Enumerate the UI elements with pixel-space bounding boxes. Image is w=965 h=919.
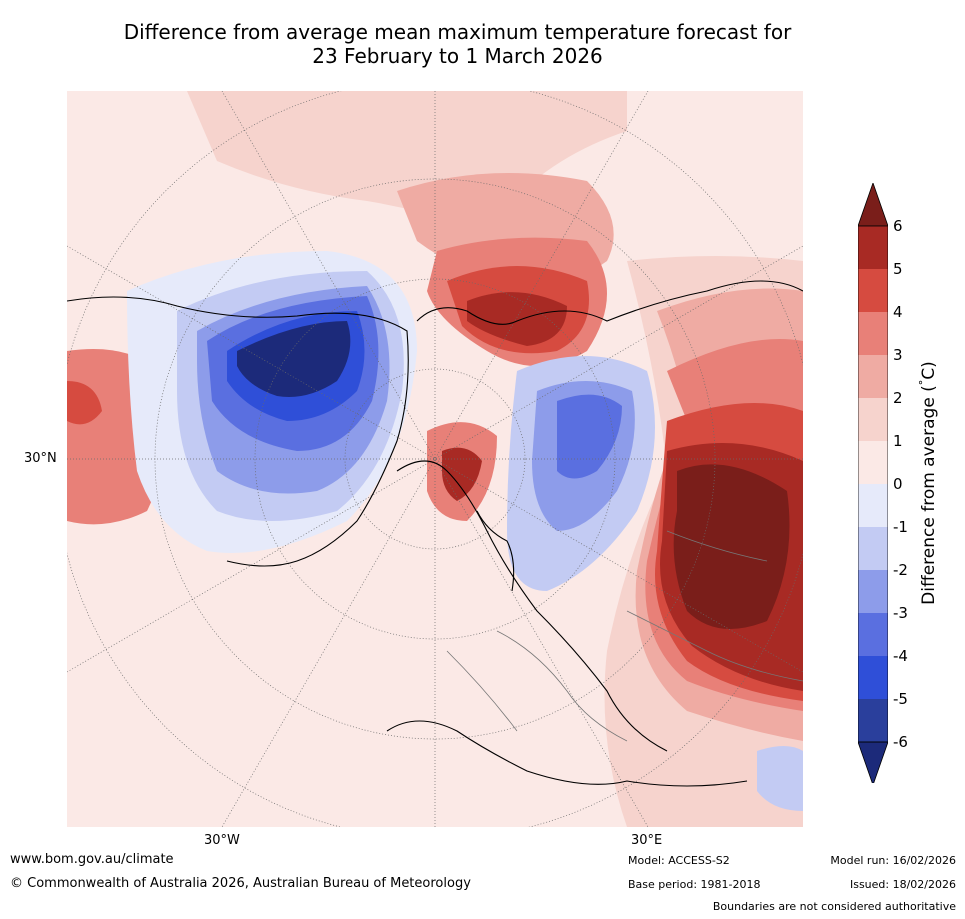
colorbar-segment: [858, 398, 888, 441]
colorbar-segment: [858, 613, 888, 656]
colorbar-tick-label: 6: [893, 217, 903, 235]
footer-disclaimer: Boundaries are not considered authoritat…: [712, 900, 956, 913]
footer-copyright: © Commonwealth of Australia 2026, Austra…: [10, 876, 471, 891]
colorbar-extend-min: [858, 741, 888, 783]
colorbar-tick-label: 1: [893, 432, 903, 450]
colorbar-tick-label: 4: [893, 303, 903, 321]
border-2: [626, 610, 803, 682]
anomaly-southeast-neg: [757, 746, 803, 811]
meridian-60w: [67, 245, 803, 673]
colorbar-tick-label: 3: [893, 346, 903, 364]
meridian-60e: [67, 245, 803, 673]
border-1: [496, 630, 628, 742]
coast-arctic-eurasia: [416, 280, 803, 325]
lon-label-30e: 30°E: [631, 833, 663, 848]
colorbar-tick-label: -6: [893, 733, 908, 751]
colorbar-extend-max: [858, 183, 888, 227]
meridian-30e: [221, 91, 649, 827]
colorbar-tick-label: -2: [893, 561, 908, 579]
colorbar-tick-label: -1: [893, 518, 908, 536]
colorbar-tick-label: 0: [893, 475, 903, 493]
title-line-1: Difference from average mean maximum tem…: [123, 20, 792, 44]
colorbar-segment: [858, 527, 888, 570]
colorbar-title-part-2: C): [918, 361, 939, 380]
colorbar-segment: [858, 226, 888, 269]
map-canvas: [67, 91, 803, 827]
lon-label-30w: 30°W: [204, 833, 240, 848]
coast-north-america: [67, 296, 409, 567]
colorbar-title-degree: °: [917, 379, 931, 386]
colorbar-tick-label: -3: [893, 604, 908, 622]
colorbar-segment: [858, 269, 888, 312]
coast-mediterranean: [386, 720, 748, 787]
colorbar-segment: [858, 355, 888, 398]
colorbar-tick-label: -5: [893, 690, 908, 708]
colorbar-title: Difference from average (°C): [917, 361, 939, 605]
footer-model: Model: ACCESS-S2: [628, 854, 730, 867]
anomaly-west-core: [67, 381, 102, 425]
colorbar-segment: [858, 441, 888, 484]
colorbar: [858, 183, 888, 783]
border-4: [446, 650, 518, 732]
footer-issued: Issued: 18/02/2026: [849, 878, 956, 891]
anomaly-asia-zone-6: [673, 464, 790, 629]
anomaly-zone-neg-6: [237, 321, 351, 397]
colorbar-segment: [858, 312, 888, 355]
footer-base-period: Base period: 1981-2018: [628, 878, 761, 891]
colorbar-title-part-1: Difference from average (: [918, 385, 939, 605]
colorbar-segment: [858, 484, 888, 527]
border-3: [666, 530, 768, 562]
anomaly-zone-5-6: [467, 292, 567, 346]
footer-website[interactable]: www.bom.gov.au/climate: [10, 852, 174, 867]
latitude-circle-inner: [344, 368, 526, 550]
coastlines: [67, 280, 803, 787]
coast-europe: [396, 460, 668, 752]
country-borders: [446, 530, 803, 742]
colorbar-segment: [858, 656, 888, 699]
colorbar-tick-label: 2: [893, 389, 903, 407]
lat-label-30n: 30°N: [24, 451, 57, 466]
colorbar-tick-label: 5: [893, 260, 903, 278]
title-line-2: 23 February to 1 March 2026: [312, 44, 603, 68]
temperature-anomaly-map[interactable]: [67, 91, 803, 827]
colorbar-segment: [858, 699, 888, 742]
map-title: Difference from average mean maximum tem…: [60, 20, 855, 68]
coast-scandinavia: [476, 510, 515, 592]
latitude-circle-mid: [254, 278, 616, 640]
anomaly-eurasia-neg-3: [557, 394, 622, 479]
colorbar-outline: [858, 225, 888, 743]
colorbar-tick-label: -4: [893, 647, 908, 665]
footer-model-run: Model run: 16/02/2026: [830, 854, 956, 867]
colorbar-segment: [858, 570, 888, 613]
